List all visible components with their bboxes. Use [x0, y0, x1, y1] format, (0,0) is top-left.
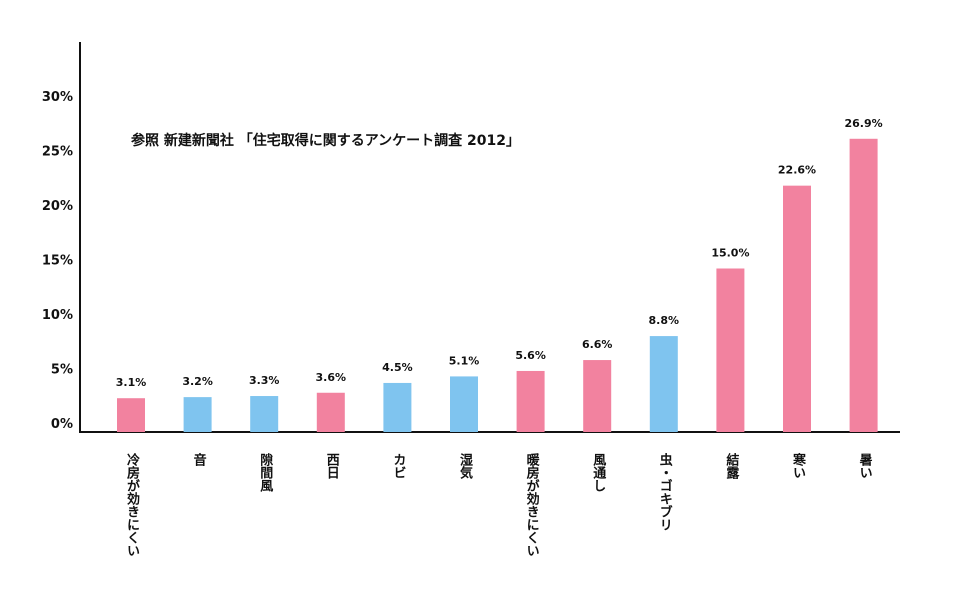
chart-title: 参照 新建新聞社 「住宅取得に関するアンケート調査 2012」 — [131, 133, 521, 149]
y-tick-label: 30% — [42, 90, 73, 105]
x-category-label: 暑い — [856, 453, 872, 479]
data-label: 3.3% — [249, 374, 280, 387]
data-label: 5.6% — [515, 349, 546, 362]
x-category-label: 結露 — [723, 453, 739, 479]
bar — [516, 370, 545, 432]
x-category-label: 隙間風 — [257, 453, 273, 492]
x-category-label: 湿気 — [457, 453, 472, 479]
y-tick-label: 15% — [42, 254, 73, 269]
data-label: 26.9% — [845, 117, 883, 130]
bar — [383, 382, 412, 432]
x-category-label: 冷房が効きにくい — [124, 453, 139, 557]
bar — [117, 398, 145, 432]
data-label: 3.6% — [316, 371, 347, 384]
bar — [716, 268, 745, 432]
data-label: 3.2% — [182, 375, 213, 388]
data-label: 6.6% — [582, 338, 613, 351]
x-category-label: 暖房が効きにくい — [523, 453, 539, 557]
data-label: 4.5% — [382, 361, 413, 374]
data-label: 22.6% — [778, 164, 816, 177]
data-label: 3.1% — [116, 376, 147, 389]
x-category-label: 西日 — [323, 453, 339, 479]
y-tick-label: 10% — [42, 308, 73, 323]
y-tick-label: 25% — [42, 145, 73, 160]
bar — [316, 392, 345, 432]
x-category-label: 音 — [190, 453, 206, 466]
bar — [849, 138, 878, 433]
bar — [583, 360, 612, 432]
bar — [783, 185, 811, 432]
data-label: 15.0% — [711, 247, 749, 260]
bar — [649, 336, 678, 432]
y-tick-label: 5% — [51, 363, 73, 378]
data-label: 5.1% — [449, 354, 480, 367]
x-category-label: 寒い — [790, 453, 805, 479]
bar — [183, 397, 212, 432]
x-category-label: 虫・ゴキブリ — [656, 453, 672, 531]
bar — [450, 376, 478, 432]
y-tick-label: 0% — [51, 417, 73, 432]
bar — [250, 396, 279, 432]
y-tick-label: 20% — [42, 199, 73, 214]
x-category-label: カビ — [390, 453, 406, 479]
x-category-label: 風通し — [590, 453, 606, 492]
data-label: 8.8% — [649, 314, 680, 327]
